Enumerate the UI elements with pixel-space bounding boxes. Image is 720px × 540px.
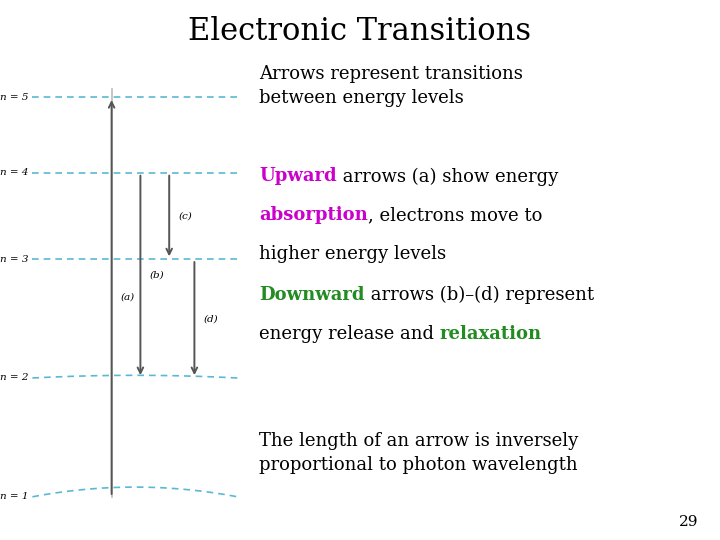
Text: Upward: Upward — [259, 167, 337, 185]
Text: n = 5: n = 5 — [0, 93, 29, 102]
Text: 29: 29 — [679, 515, 698, 529]
Text: n = 3: n = 3 — [0, 255, 29, 264]
Text: The length of an arrow is inversely
proportional to photon wavelength: The length of an arrow is inversely prop… — [259, 432, 578, 474]
Text: (c): (c) — [179, 212, 192, 220]
Text: higher energy levels: higher energy levels — [259, 245, 446, 263]
Text: n = 1: n = 1 — [0, 492, 29, 501]
Text: (a): (a) — [121, 293, 135, 301]
Text: arrows (b)–(d) represent: arrows (b)–(d) represent — [365, 286, 594, 305]
Text: energy release and: energy release and — [259, 325, 440, 343]
Text: Downward: Downward — [259, 286, 365, 304]
Text: n = 4: n = 4 — [0, 168, 29, 177]
Text: Electronic Transitions: Electronic Transitions — [189, 16, 531, 47]
Text: n = 2: n = 2 — [0, 374, 29, 382]
Text: relaxation: relaxation — [440, 325, 542, 343]
Text: (b): (b) — [150, 271, 164, 280]
Text: Arrows represent transitions
between energy levels: Arrows represent transitions between ene… — [259, 65, 523, 107]
Text: arrows (a) show energy: arrows (a) show energy — [337, 167, 558, 186]
Text: , electrons move to: , electrons move to — [368, 206, 542, 224]
Text: (d): (d) — [204, 314, 218, 323]
Text: absorption: absorption — [259, 206, 368, 224]
